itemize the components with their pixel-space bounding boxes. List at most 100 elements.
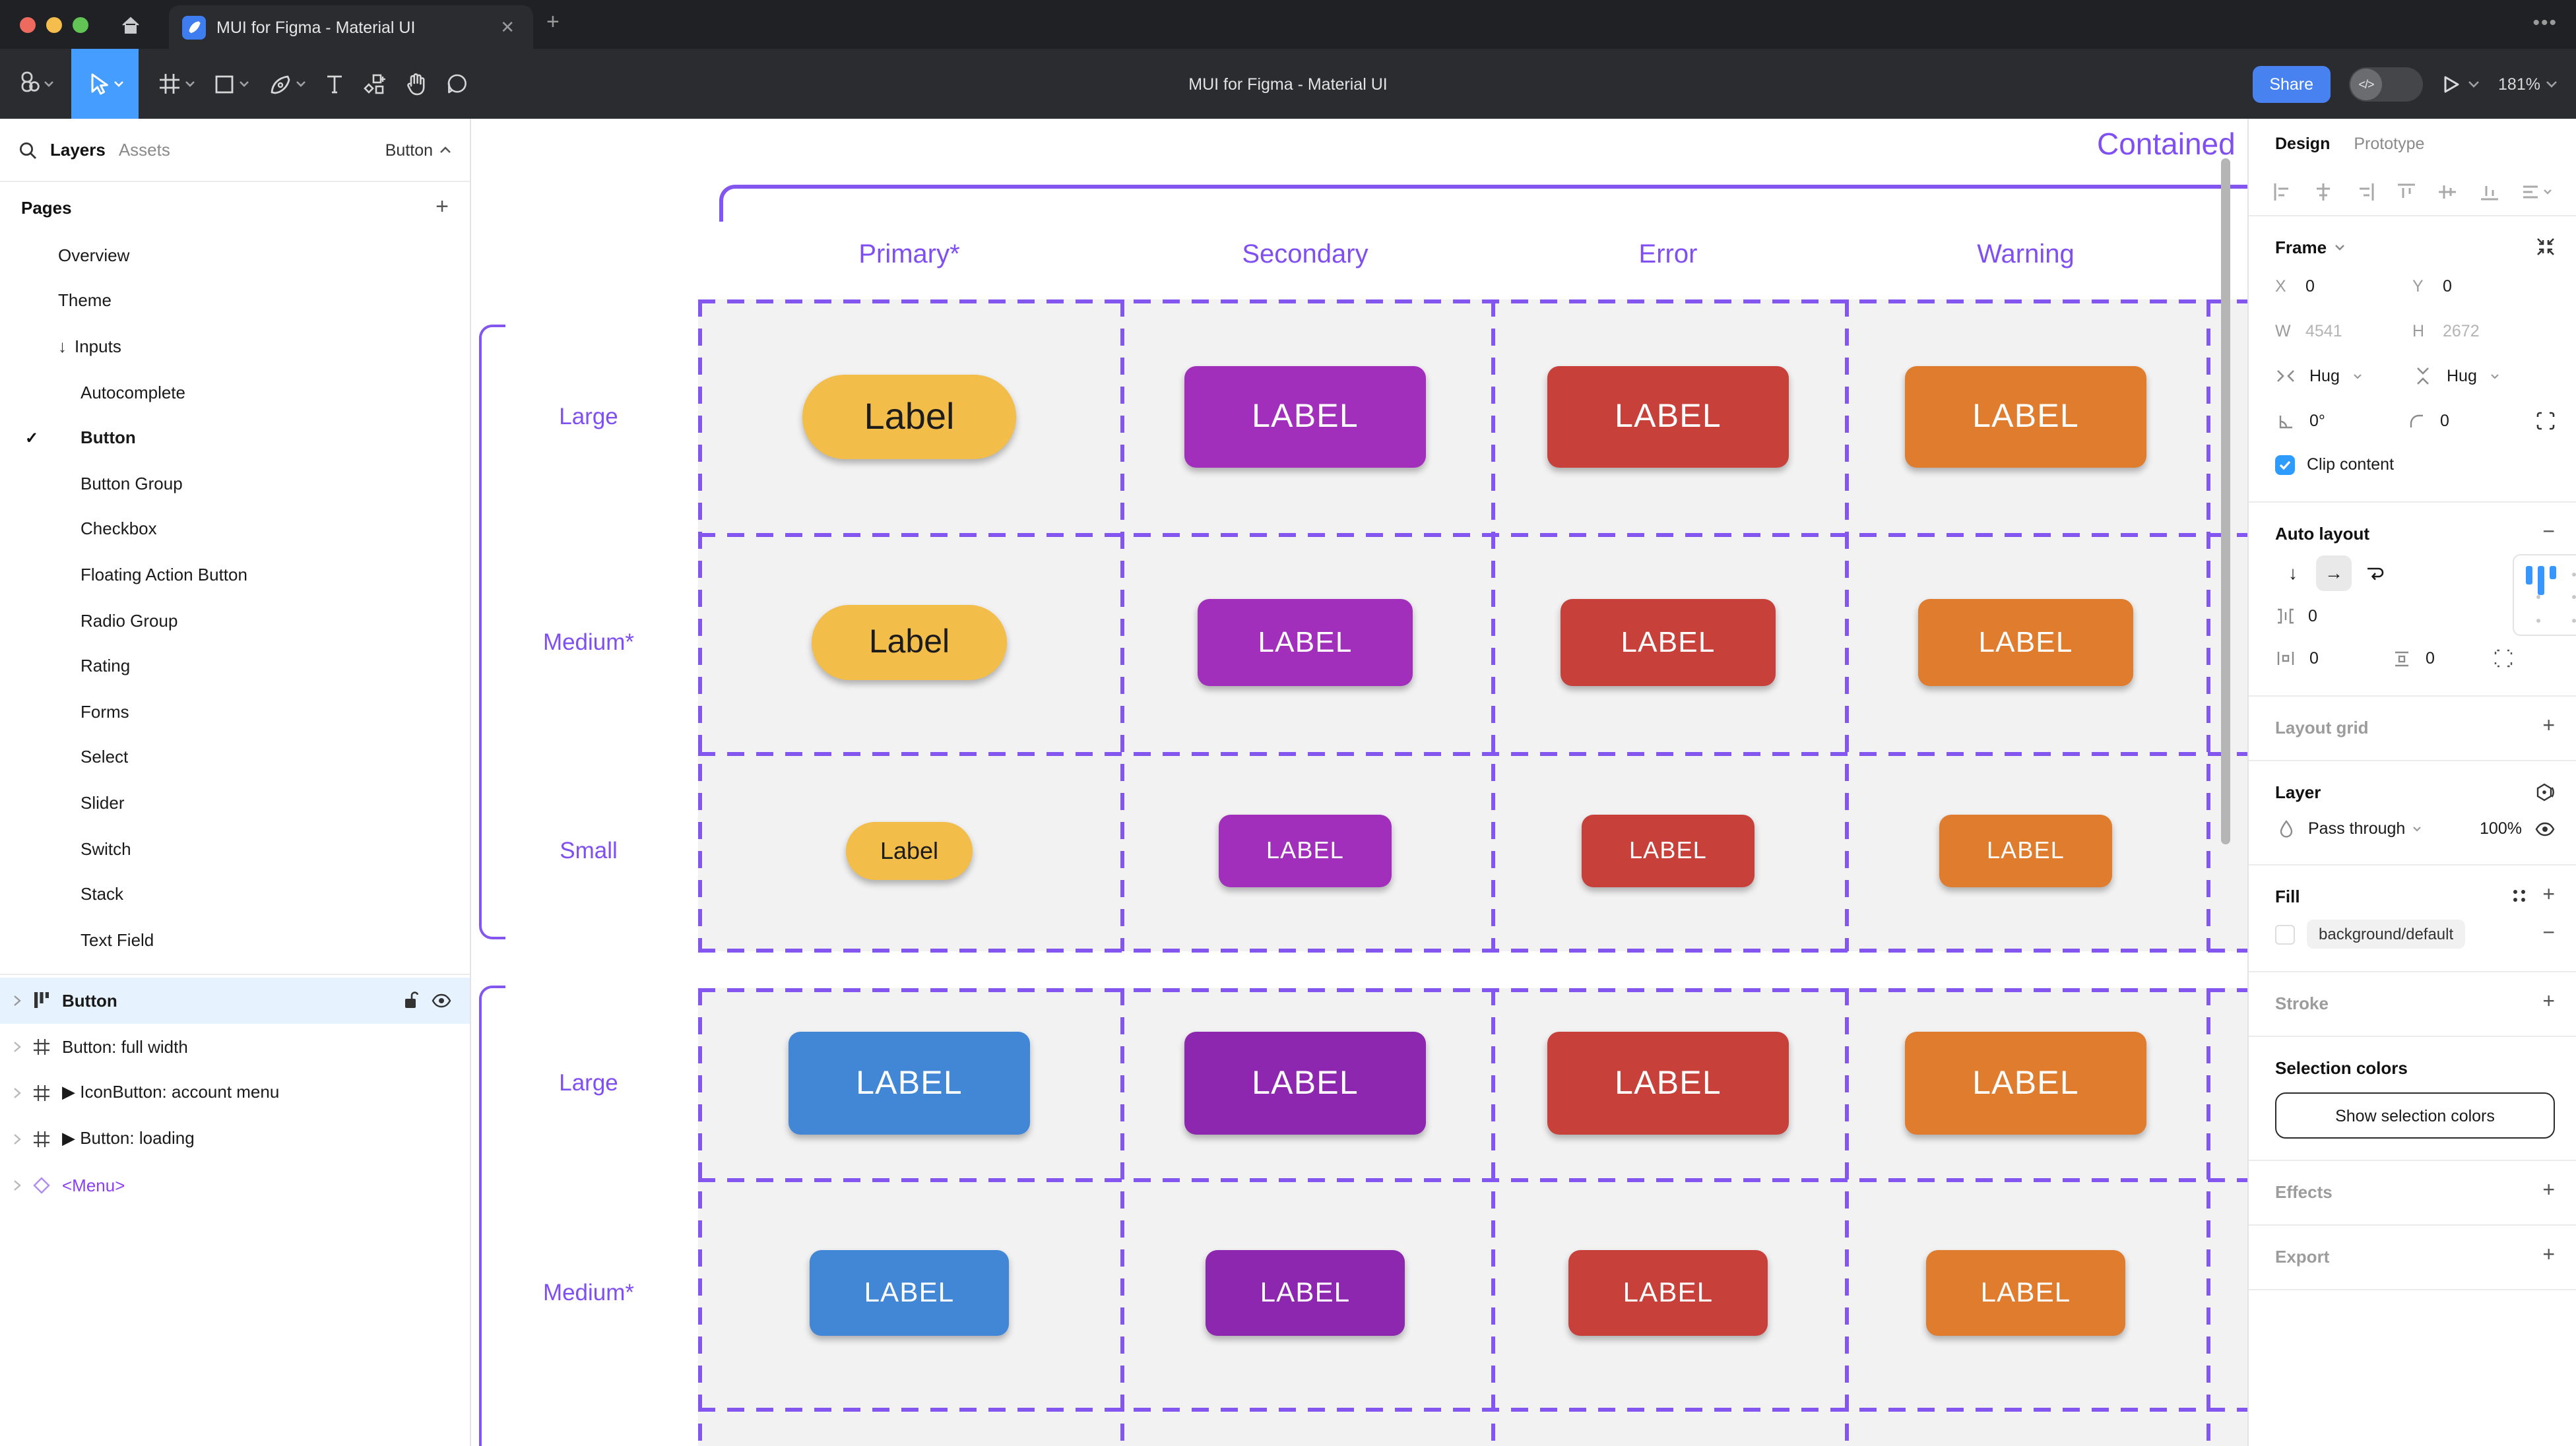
layer-row-menu-component[interactable]: <Menu> — [0, 1162, 470, 1208]
tab-assets[interactable]: Assets — [118, 140, 170, 160]
eye-icon[interactable] — [432, 993, 451, 1007]
opacity-field[interactable]: 100% — [2480, 819, 2522, 838]
align-bottom-icon[interactable] — [2479, 182, 2499, 202]
blend-mode-dropdown[interactable]: Pass through — [2308, 819, 2406, 838]
column-header-error[interactable]: Error — [1638, 240, 1698, 269]
fill-color-swatch[interactable] — [2275, 924, 2295, 944]
home-button[interactable] — [120, 14, 141, 35]
row-label-large[interactable]: Large — [559, 403, 618, 429]
pen-tool-button[interactable] — [259, 49, 315, 119]
page-item-slider[interactable]: Slider — [80, 792, 125, 813]
direction-down-button[interactable]: ↓ — [2288, 562, 2298, 583]
height-field[interactable]: H 2672 — [2412, 322, 2480, 340]
move-tool-button[interactable] — [71, 49, 139, 119]
alignment-grid[interactable] — [2513, 554, 2576, 636]
search-icon[interactable] — [18, 141, 37, 159]
chevron-right-icon[interactable] — [13, 1086, 21, 1098]
button-sample-warning-large[interactable]: LABEL — [1905, 366, 2146, 468]
add-page-button[interactable]: + — [435, 194, 449, 219]
rotation-field[interactable]: 0° — [2275, 412, 2406, 430]
button-sample-warning-small[interactable]: LABEL — [1939, 815, 2112, 887]
page-item-inputs[interactable]: ↓ Inputs — [58, 336, 121, 356]
page-item-theme[interactable]: Theme — [58, 290, 112, 311]
clip-content-checkbox[interactable] — [2275, 455, 2295, 474]
hand-tool-button[interactable] — [396, 49, 437, 119]
page-item-autocomplete[interactable]: Autocomplete — [80, 382, 185, 402]
canvas[interactable]: Contained Primary* Secondary Error Warni… — [471, 119, 2247, 1446]
remove-auto-layout-button[interactable]: − — [2542, 521, 2555, 544]
button-default-warning-large[interactable]: LABEL — [1905, 1032, 2146, 1135]
lock-open-icon[interactable] — [402, 991, 418, 1009]
page-item-button[interactable]: ✓ Button — [25, 427, 136, 448]
horizontal-sizing-dropdown[interactable]: Hug — [2275, 367, 2412, 385]
close-window-button[interactable] — [20, 16, 36, 32]
zoom-window-button[interactable] — [73, 16, 88, 32]
corner-radius-field[interactable]: 0 — [2406, 412, 2536, 430]
frame-tool-button[interactable] — [149, 49, 205, 119]
row-label-small[interactable]: Small — [560, 837, 618, 864]
resources-tool-button[interactable] — [354, 49, 396, 119]
button-default-secondary-large[interactable]: LABEL — [1184, 1032, 1426, 1135]
chevron-right-icon[interactable] — [13, 1179, 21, 1191]
button-default-error-large[interactable]: LABEL — [1547, 1032, 1789, 1135]
horizontal-padding-field[interactable]: 0 — [2275, 649, 2391, 668]
layer-row-button[interactable]: Button — [0, 977, 470, 1023]
page-item-forms[interactable]: Forms — [80, 701, 129, 722]
independent-padding-icon[interactable] — [2494, 649, 2513, 668]
button-sample-error-medium[interactable]: LABEL — [1561, 599, 1776, 686]
button-default-secondary-medium[interactable]: LABEL — [1206, 1250, 1405, 1336]
page-item-text-field[interactable]: Text Field — [80, 929, 154, 950]
chevron-right-icon[interactable] — [13, 1040, 21, 1052]
row-label-medium-2[interactable]: Medium* — [542, 1279, 635, 1305]
add-fill-button[interactable]: + — [2542, 884, 2555, 906]
frame-title[interactable]: Contained — [2097, 127, 2236, 161]
tab-prototype[interactable]: Prototype — [2354, 135, 2425, 153]
button-default-error-medium[interactable]: LABEL — [1568, 1250, 1768, 1336]
distribute-menu[interactable] — [2521, 182, 2552, 202]
shrink-panel-icon[interactable] — [2536, 237, 2555, 256]
tab-design[interactable]: Design — [2275, 135, 2331, 153]
tab-close-icon[interactable]: ✕ — [500, 16, 515, 36]
button-sample-error-large[interactable]: LABEL — [1547, 366, 1789, 468]
add-export-button[interactable]: + — [2542, 1244, 2555, 1267]
layer-row-button-loading[interactable]: ▶ Button: loading — [0, 1116, 470, 1162]
clip-content-row[interactable]: Clip content — [2275, 443, 2555, 486]
button-sample-error-small[interactable]: LABEL — [1582, 815, 1755, 887]
tab-mui-for-figma[interactable]: MUI for Figma - Material UI ✕ — [169, 5, 533, 49]
page-item-rating[interactable]: Rating — [80, 656, 131, 676]
align-top-icon[interactable] — [2397, 182, 2416, 202]
page-item-checkbox[interactable]: Checkbox — [80, 519, 157, 539]
independent-corners-icon[interactable] — [2536, 412, 2555, 430]
align-right-icon[interactable] — [2355, 182, 2375, 202]
text-tool-button[interactable] — [315, 49, 354, 119]
wrap-button[interactable] — [2357, 555, 2393, 590]
width-field[interactable]: W 4541 — [2275, 322, 2342, 340]
column-header-secondary[interactable]: Secondary — [1242, 240, 1368, 269]
row-label-medium[interactable]: Medium* — [542, 629, 635, 655]
add-effect-button[interactable]: + — [2542, 1179, 2555, 1202]
vertical-padding-field[interactable]: 0 — [2391, 649, 2494, 668]
shape-tool-button[interactable] — [205, 49, 259, 119]
present-button[interactable] — [2441, 73, 2480, 94]
button-default-warning-medium[interactable]: LABEL — [1926, 1250, 2125, 1336]
page-item-select[interactable]: Select — [80, 747, 129, 767]
fill-token-chip[interactable]: background/default — [2307, 920, 2466, 949]
align-vertical-center-icon[interactable] — [2438, 182, 2458, 202]
tab-layers[interactable]: Layers — [50, 140, 106, 160]
direction-right-button[interactable]: → — [2316, 555, 2352, 590]
canvas-scrollbar[interactable] — [2221, 158, 2230, 844]
button-sample-secondary-large[interactable]: LABEL — [1184, 366, 1426, 468]
styles-icon[interactable] — [2511, 888, 2527, 904]
page-item-switch[interactable]: Switch — [80, 838, 131, 859]
align-left-icon[interactable] — [2272, 182, 2292, 202]
gap-field[interactable]: 0 — [2275, 595, 2513, 637]
button-default-primary-large[interactable]: LABEL — [789, 1032, 1030, 1135]
button-sample-secondary-small[interactable]: LABEL — [1219, 815, 1392, 887]
eye-icon[interactable] — [2535, 821, 2555, 836]
minimize-window-button[interactable] — [46, 16, 62, 32]
button-sample-secondary-medium[interactable]: LABEL — [1198, 599, 1413, 686]
frame-section-header[interactable]: Frame — [2275, 237, 2345, 257]
dev-mode-toggle[interactable]: </> — [2349, 67, 2424, 101]
